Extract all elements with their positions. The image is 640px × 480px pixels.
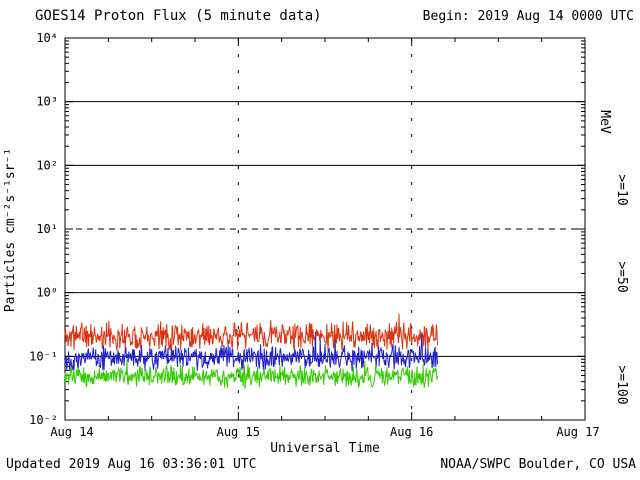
series-line-ge50 bbox=[64, 331, 438, 372]
y-axis-label: Particles cm⁻²s⁻¹sr⁻¹ bbox=[3, 148, 18, 312]
x-tick-label: Aug 15 bbox=[217, 425, 260, 439]
y-tick-label: 10⁻² bbox=[29, 413, 58, 427]
x-tick-label: Aug 17 bbox=[556, 425, 599, 439]
chart-title: GOES14 Proton Flux (5 minute data) bbox=[35, 8, 322, 24]
y-tick-label: 10¹ bbox=[36, 222, 58, 236]
series-line-ge100 bbox=[64, 359, 438, 389]
begin-label: Begin: 2019 Aug 14 0000 UTC bbox=[423, 9, 634, 24]
y-tick-label: 10² bbox=[36, 158, 58, 172]
legend-ge100: >=100 bbox=[614, 365, 629, 404]
right-axis-unit-label: MeV bbox=[597, 110, 612, 134]
y-tick-label: 10⁻¹ bbox=[29, 349, 58, 363]
x-tick-label: Aug 14 bbox=[50, 425, 93, 439]
x-tick-label: Aug 16 bbox=[390, 425, 433, 439]
legend-ge10: >=10 bbox=[614, 174, 629, 205]
credit-label: NOAA/SWPC Boulder, CO USA bbox=[440, 457, 636, 472]
plot-area bbox=[64, 37, 586, 421]
x-axis-label: Universal Time bbox=[270, 441, 380, 456]
y-tick-label: 10⁴ bbox=[36, 31, 58, 45]
y-tick-label: 10³ bbox=[36, 95, 58, 109]
legend-ge50: >=50 bbox=[614, 261, 629, 292]
series-line-ge10 bbox=[64, 313, 438, 353]
y-tick-label: 10⁰ bbox=[36, 286, 58, 300]
updated-label: Updated 2019 Aug 16 03:36:01 UTC bbox=[6, 457, 256, 472]
